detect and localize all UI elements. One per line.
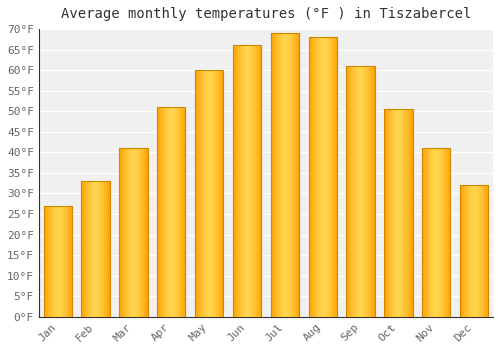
Bar <box>233 46 261 317</box>
Bar <box>460 185 488 317</box>
Bar <box>384 109 412 317</box>
Bar <box>195 70 224 317</box>
Bar <box>119 148 148 317</box>
Bar <box>157 107 186 317</box>
Bar <box>44 206 72 317</box>
Bar <box>346 66 375 317</box>
Bar <box>422 148 450 317</box>
Bar <box>82 181 110 317</box>
Title: Average monthly temperatures (°F ) in Tiszabercel: Average monthly temperatures (°F ) in Ti… <box>60 7 471 21</box>
Bar <box>270 33 299 317</box>
Bar <box>308 37 337 317</box>
